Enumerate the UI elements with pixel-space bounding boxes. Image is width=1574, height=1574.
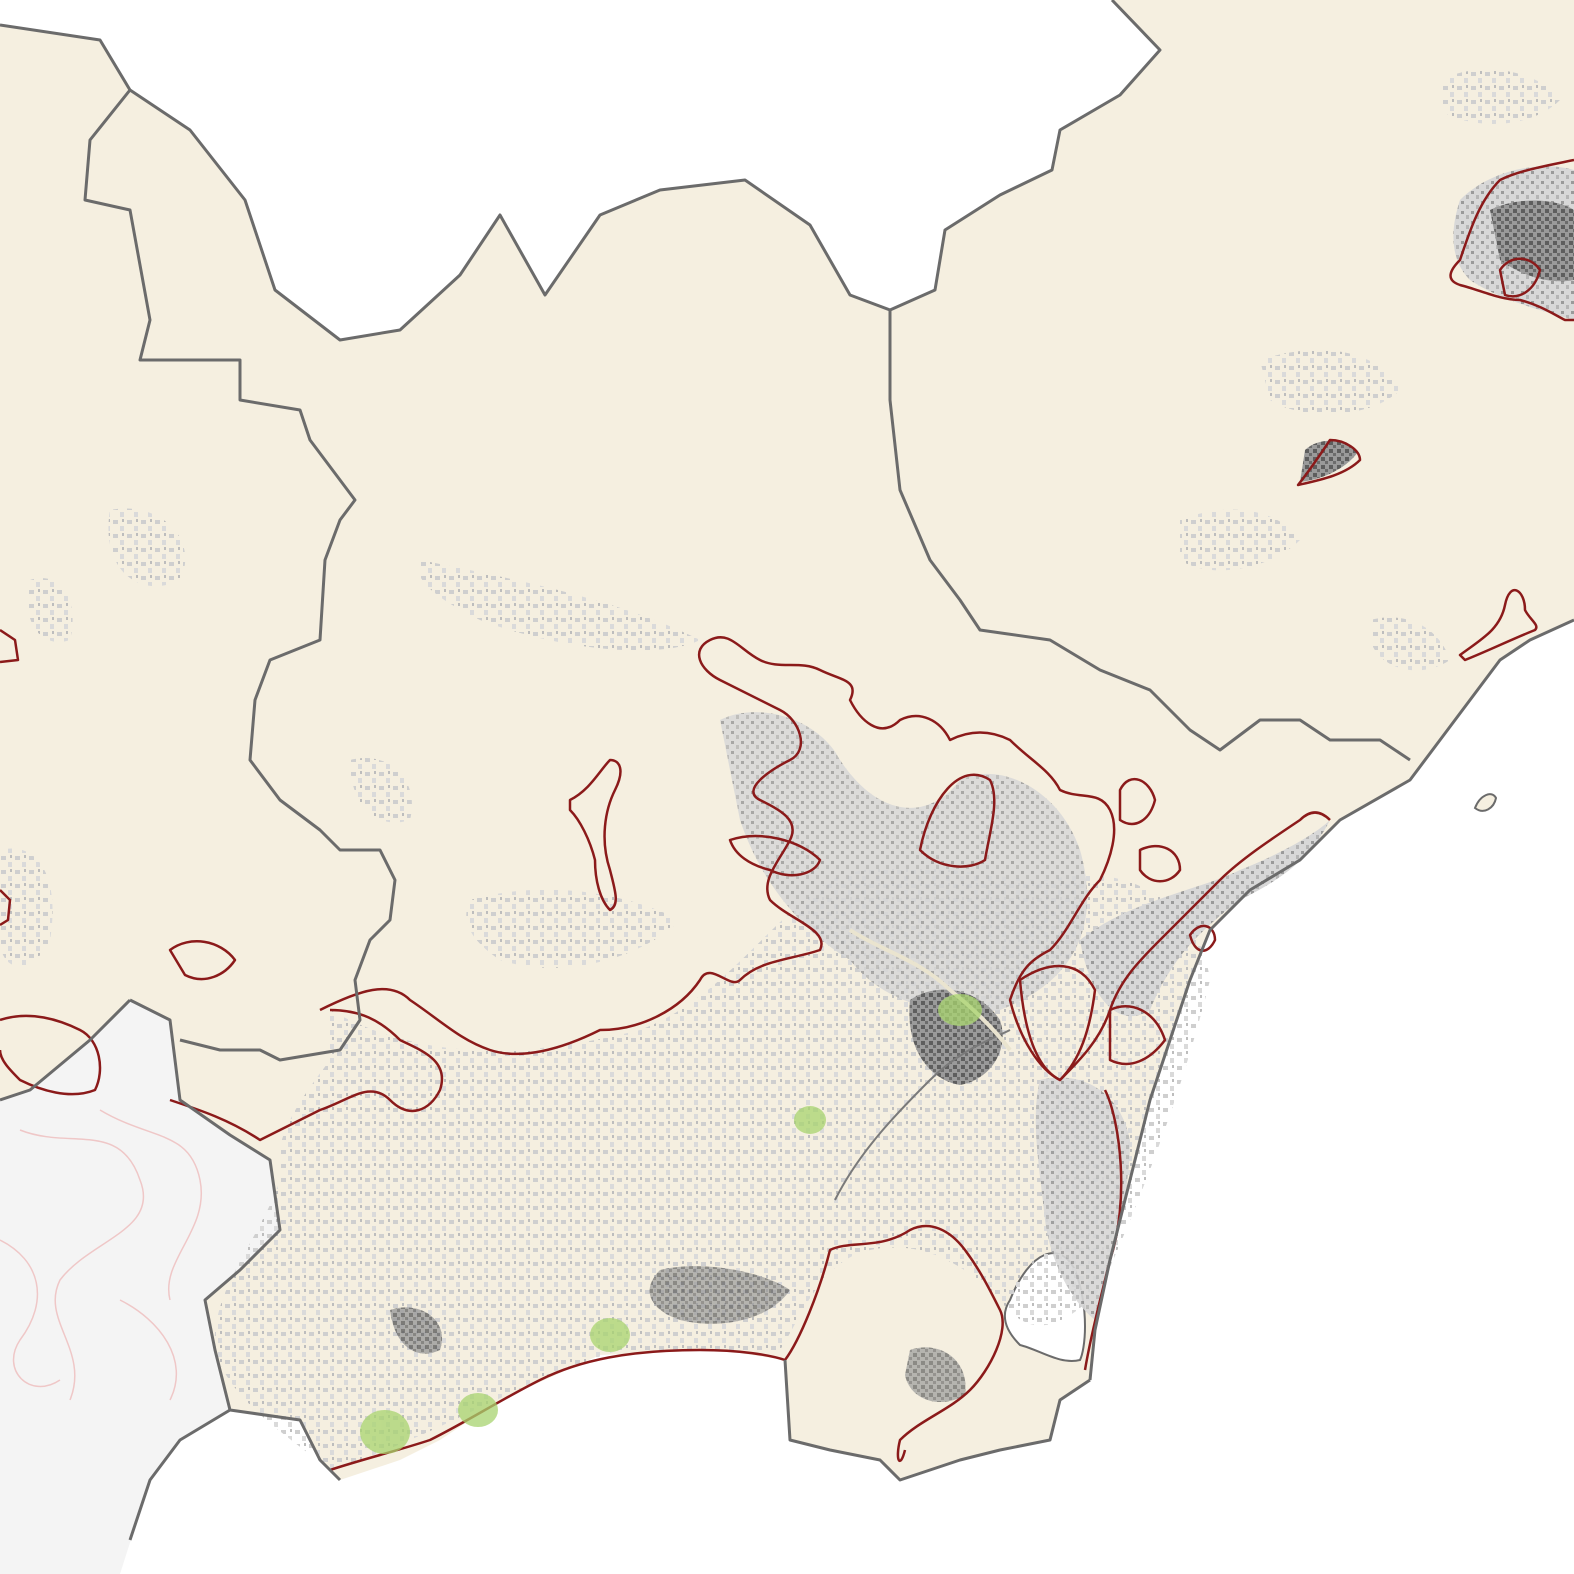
admin-border-coast-east — [1088, 618, 1574, 1381]
urban-outline-west-edge-3 — [0, 889, 12, 927]
urban-outline-east-patch-5 — [1138, 844, 1182, 883]
admin-border-sw-coast — [128, 1408, 231, 1541]
urban-outline-east-patch-3 — [1108, 1005, 1167, 1066]
urban-area-outlines — [0, 158, 1574, 1472]
green-marker — [458, 1393, 498, 1427]
urban-outline-west-small — [168, 940, 237, 981]
admin-border-west-1 — [83, 89, 397, 1062]
green-marker — [938, 994, 982, 1026]
urban-outline-central-patch — [728, 834, 822, 877]
admin-border-east-1 — [888, 310, 1411, 762]
urban-outline-ne-small — [1296, 438, 1362, 487]
urban-outline-west-edge-1 — [0, 1014, 102, 1096]
urban-outline-east-patch-6 — [1188, 924, 1217, 952]
admin-border-southwest — [129, 998, 342, 1482]
admin-border-coastline-north — [0, 0, 1162, 342]
urban-outline-ne-inner — [1498, 257, 1542, 298]
outside-region-land-north — [0, 0, 1160, 340]
admin-border-peninsula — [783, 1359, 1091, 1482]
outside-region-outlines — [0, 1109, 203, 1401]
green-markers — [360, 994, 982, 1454]
admin-borders — [0, 0, 1574, 1541]
urban-outline-ne-coast — [1458, 589, 1538, 662]
urban-outline-west-inner — [169, 1008, 444, 1142]
urban-outline-east-patch-2 — [1018, 964, 1097, 1082]
urban-outline-ne-cluster — [1449, 158, 1574, 322]
islet — [1473, 793, 1498, 812]
urban-outline-north-ridge — [568, 758, 622, 912]
green-marker — [360, 1410, 410, 1454]
river — [848, 928, 1012, 1052]
admin-border-west-coast — [0, 998, 132, 1102]
green-marker — [590, 1318, 630, 1352]
urban-outline-west-edge-2 — [0, 628, 20, 664]
urban-outline-coast-southwest — [329, 1224, 1004, 1472]
outside-region-land-southwest — [0, 1000, 280, 1574]
road — [834, 1029, 1011, 1201]
green-marker — [794, 1106, 826, 1134]
urban-outline-east-patch-1 — [918, 773, 996, 868]
urban-outline-east-patch-4 — [1118, 778, 1157, 826]
